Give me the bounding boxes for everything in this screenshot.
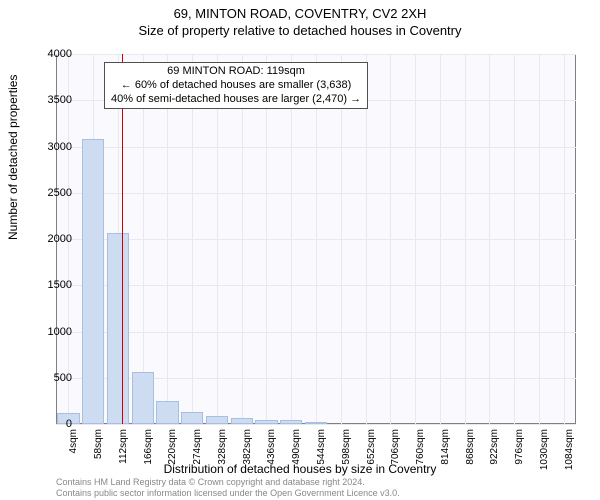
footer-credits: Contains HM Land Registry data © Crown c… [56,477,400,498]
x-tick-label: 814sqm [440,429,451,489]
y-tick-label: 3000 [32,141,72,153]
y-tick-label: 1500 [32,279,72,291]
y-tick-label: 500 [32,372,72,384]
histogram-bar [82,139,104,424]
x-tick-label: 868sqm [465,429,476,489]
histogram-bar [181,412,203,424]
y-tick-label: 0 [32,418,72,430]
footer-line1: Contains HM Land Registry data © Crown c… [56,477,400,487]
plot-area [56,54,576,424]
gridline-v [316,54,317,424]
y-tick-label: 3500 [32,94,72,106]
gridline-v [489,54,490,424]
x-tick-label: 760sqm [415,429,426,489]
gridline-v [143,54,144,424]
gridline-v [341,54,342,424]
y-tick-label: 2000 [32,233,72,245]
gridline-v [242,54,243,424]
y-tick-label: 1000 [32,326,72,338]
y-axis-title: Number of detached properties [6,75,20,240]
histogram-bar [305,422,327,424]
gridline-v [192,54,193,424]
gridline-v [390,54,391,424]
gridline-v [465,54,466,424]
gridline-v [217,54,218,424]
x-tick-label: 1030sqm [539,429,550,489]
gridline-v [291,54,292,424]
x-axis-title: Distribution of detached houses by size … [0,462,600,476]
annotation-line2: ← 60% of detached houses are smaller (3,… [111,79,361,93]
gridline-v [514,54,515,424]
gridline-v [366,54,367,424]
gridline-v [539,54,540,424]
gridline-h [56,424,576,425]
annotation-line3: 40% of semi-detached houses are larger (… [111,93,361,107]
x-tick-label: 976sqm [514,429,525,489]
histogram-bar [132,372,154,424]
gridline-v [415,54,416,424]
y-tick-label: 4000 [32,48,72,60]
chart-title-line2: Size of property relative to detached ho… [0,23,600,38]
histogram-bar [107,233,129,424]
gridline-v [440,54,441,424]
gridline-v [266,54,267,424]
histogram-bar [255,420,277,424]
footer-line2: Contains public sector information licen… [56,488,400,498]
marker-line [122,54,123,424]
x-tick-label: 922sqm [489,429,500,489]
histogram-bar [280,420,302,424]
chart-title-line1: 69, MINTON ROAD, COVENTRY, CV2 2XH [0,0,600,21]
gridline-v [167,54,168,424]
x-tick-label: 1084sqm [564,429,575,489]
histogram-bar [156,401,178,424]
chart-container: 69, MINTON ROAD, COVENTRY, CV2 2XH Size … [0,0,600,500]
histogram-bar [231,418,253,424]
annotation-line1: 69 MINTON ROAD: 119sqm [111,65,361,79]
gridline-v [564,54,565,424]
annotation-box: 69 MINTON ROAD: 119sqm ← 60% of detached… [104,62,368,109]
histogram-bar [206,416,228,424]
y-tick-label: 2500 [32,187,72,199]
